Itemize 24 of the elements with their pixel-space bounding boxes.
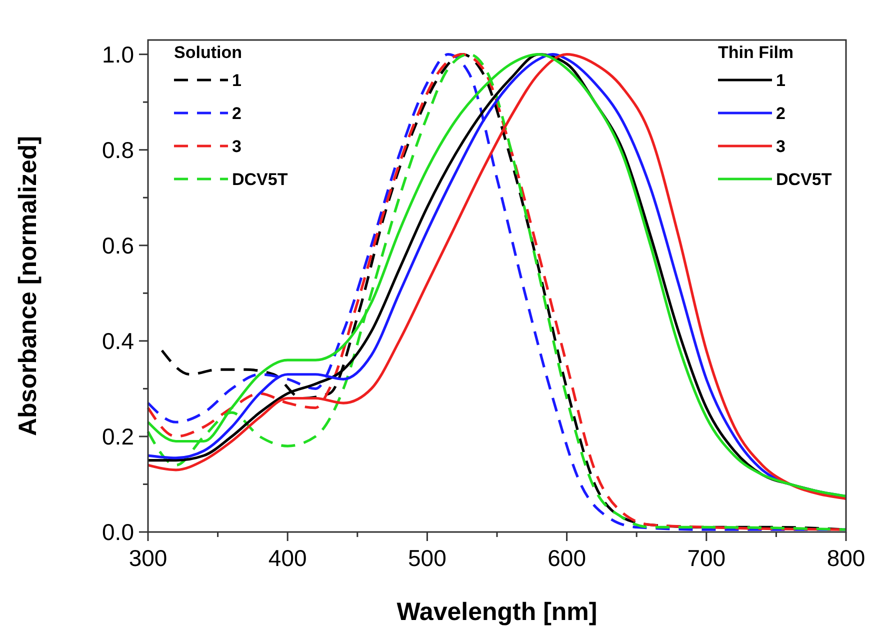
x-tick-label: 300 bbox=[128, 545, 168, 571]
y-tick-label: 0.4 bbox=[102, 328, 134, 354]
x-axis-title: Wavelength [nm] bbox=[396, 598, 598, 626]
y-axis-title: Absorbance [normalized] bbox=[14, 136, 42, 436]
legend-label: DCV5T bbox=[232, 170, 288, 189]
x-tick-label: 400 bbox=[268, 545, 307, 571]
x-tick-label: 800 bbox=[826, 545, 866, 571]
legend-label: 2 bbox=[776, 104, 786, 123]
x-tick-label: 500 bbox=[408, 545, 446, 571]
legend-label: DCV5T bbox=[776, 170, 832, 189]
y-tick-label: 0.0 bbox=[102, 519, 134, 545]
y-tick-label: 1.0 bbox=[102, 41, 134, 68]
text: Thin Film bbox=[718, 43, 794, 62]
y-tick-label: 0.6 bbox=[102, 232, 134, 258]
legend-label: 2 bbox=[232, 104, 242, 123]
text: Solution bbox=[174, 43, 242, 62]
legend-label: 1 bbox=[232, 71, 242, 90]
legend-label: 1 bbox=[776, 71, 786, 90]
y-tick-label: 0.2 bbox=[102, 423, 134, 450]
legend-label: 3 bbox=[776, 137, 786, 156]
x-tick-label: 700 bbox=[687, 545, 726, 571]
x-tick-label: 600 bbox=[548, 545, 586, 571]
legend-label: 3 bbox=[232, 137, 242, 156]
y-tick-label: 0.8 bbox=[102, 136, 134, 163]
